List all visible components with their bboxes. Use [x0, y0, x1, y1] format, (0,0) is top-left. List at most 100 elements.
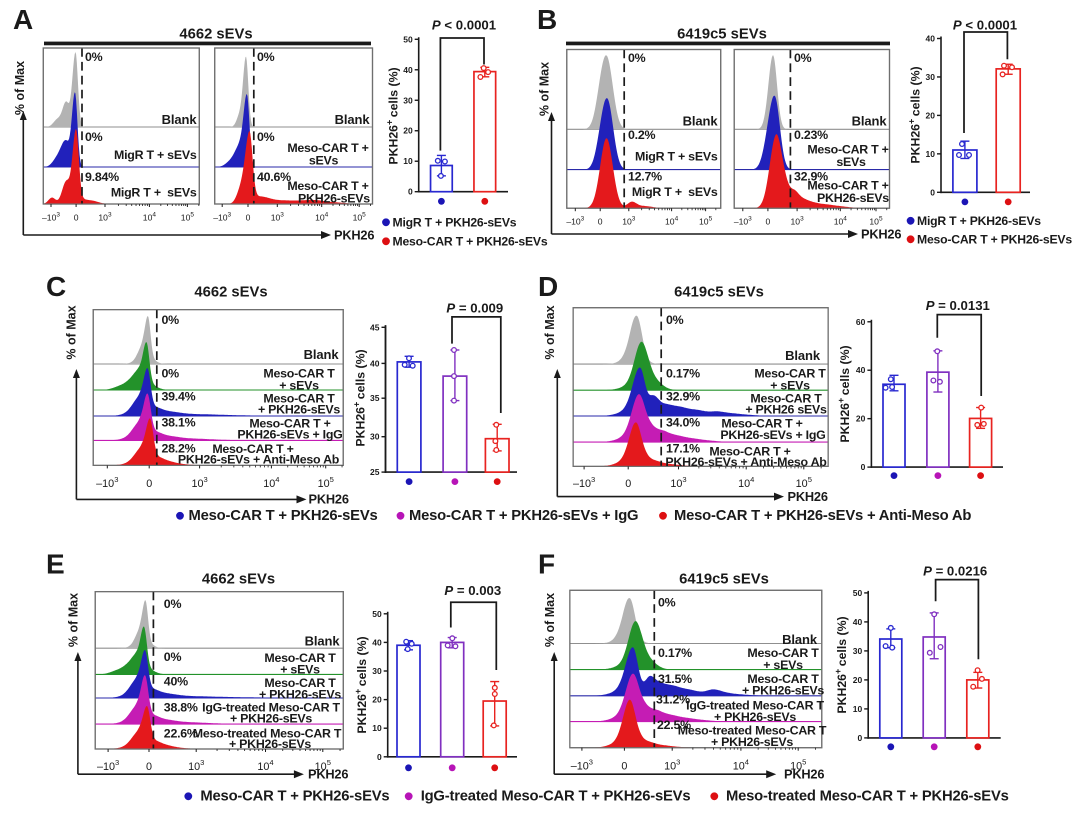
svg-text:30: 30 — [403, 95, 413, 105]
svg-text:PKH26: PKH26 — [334, 228, 374, 243]
svg-text:22.6%: 22.6% — [164, 727, 198, 741]
svg-text:22.5%: 22.5% — [657, 718, 691, 732]
svg-text:MigR T + PKH26-sEVs: MigR T + PKH26-sEVs — [393, 216, 517, 230]
svg-text:105: 105 — [699, 216, 713, 227]
svg-text:Meso-CAR T +: Meso-CAR T + — [807, 179, 888, 193]
svg-text:Blank: Blank — [162, 112, 198, 127]
svg-text:MigR T + sEVs: MigR T + sEVs — [114, 148, 197, 162]
svg-text:103: 103 — [98, 212, 112, 223]
svg-text:Meso-CAR T: Meso-CAR T — [263, 367, 335, 381]
svg-text:31.5%: 31.5% — [658, 672, 692, 686]
svg-text:0%: 0% — [162, 367, 180, 381]
svg-text:0: 0 — [74, 213, 79, 223]
svg-text:Blank: Blank — [305, 634, 341, 649]
svg-text:Blank: Blank — [683, 114, 719, 129]
svg-text:0%: 0% — [658, 596, 676, 610]
svg-text:Meso-CAR T +: Meso-CAR T + — [721, 417, 802, 431]
svg-text:4662 sEVs: 4662 sEVs — [194, 285, 267, 301]
svg-text:F: F — [538, 549, 555, 580]
svg-text:Meso-CAR T +: Meso-CAR T + — [287, 179, 368, 193]
svg-text:% of Max: % of Max — [543, 593, 557, 647]
svg-text:40: 40 — [372, 637, 382, 647]
svg-text:MigR T + sEVs: MigR T + sEVs — [635, 150, 718, 164]
svg-text:sEVs: sEVs — [836, 155, 866, 169]
svg-text:Meso-CAR T + PKH26-sEVs: Meso-CAR T + PKH26-sEVs — [189, 508, 378, 524]
svg-text:0: 0 — [146, 478, 152, 490]
svg-text:P < 0.0001: P < 0.0001 — [432, 18, 496, 33]
svg-text:40: 40 — [856, 365, 866, 375]
svg-text:38.1%: 38.1% — [162, 416, 196, 430]
svg-text:PKH26-sEVs + IgG: PKH26-sEVs + IgG — [720, 428, 825, 442]
svg-text:104: 104 — [315, 212, 329, 223]
svg-text:0: 0 — [598, 217, 603, 227]
svg-text:0%: 0% — [85, 130, 103, 144]
svg-text:Meso-CAR T + PKH26-sEVs + Anti: Meso-CAR T + PKH26-sEVs + Anti-Meso Ab — [674, 508, 971, 524]
svg-text:28.2%: 28.2% — [162, 442, 196, 456]
svg-text:PKH26+ cells (%): PKH26+ cells (%) — [352, 349, 368, 446]
svg-text:0.17%: 0.17% — [666, 367, 700, 381]
svg-text:PKH26+ cells (%): PKH26+ cells (%) — [385, 67, 401, 164]
svg-text:PKH26: PKH26 — [309, 492, 349, 507]
svg-text:20: 20 — [372, 695, 382, 705]
svg-text:Meso-CAR T: Meso-CAR T — [750, 392, 822, 406]
svg-text:10: 10 — [926, 149, 936, 159]
svg-text:E: E — [46, 549, 65, 580]
svg-text:PKH26+ cells (%): PKH26+ cells (%) — [907, 66, 923, 163]
svg-text:+ sEVs: + sEVs — [279, 378, 319, 392]
svg-text:–103: –103 — [42, 212, 60, 223]
svg-text:Meso-CAR T +: Meso-CAR T + — [249, 417, 330, 431]
svg-text:40: 40 — [926, 34, 936, 44]
svg-text:Meso-treated Meso-CAR T: Meso-treated Meso-CAR T — [678, 724, 827, 738]
svg-text:PKH26+ cells (%): PKH26+ cells (%) — [833, 616, 849, 713]
svg-text:D: D — [538, 271, 558, 302]
svg-text:32.9%: 32.9% — [794, 170, 828, 184]
svg-text:30: 30 — [370, 432, 380, 442]
svg-text:–103: –103 — [571, 758, 593, 773]
svg-text:IgG-treated Meso-CAR T + PKH26: IgG-treated Meso-CAR T + PKH26-sEVs — [421, 789, 691, 805]
svg-text:Blank: Blank — [852, 114, 888, 129]
svg-text:20: 20 — [853, 675, 863, 685]
svg-text:0%: 0% — [628, 51, 646, 65]
svg-text:+ PKH26-sEVs: + PKH26-sEVs — [230, 712, 312, 726]
svg-text:Meso-CAR T + PKH26-sEVs: Meso-CAR T + PKH26-sEVs — [917, 233, 1072, 247]
svg-text:Meso-CAR T: Meso-CAR T — [754, 367, 826, 381]
svg-text:6419c5 sEVs: 6419c5 sEVs — [677, 27, 767, 43]
svg-text:P < 0.0001: P < 0.0001 — [953, 18, 1017, 33]
svg-text:103: 103 — [622, 216, 636, 227]
svg-text:% of Max: % of Max — [538, 62, 552, 116]
svg-text:% of Max: % of Max — [65, 305, 79, 359]
svg-text:Blank: Blank — [335, 112, 371, 127]
svg-text:PKH26-sEVs + Anti-Meso Ab: PKH26-sEVs + Anti-Meso Ab — [665, 455, 827, 469]
svg-text:20: 20 — [856, 414, 866, 424]
svg-text:40.6%: 40.6% — [257, 170, 291, 184]
svg-text:25: 25 — [370, 467, 380, 477]
svg-text:17.1%: 17.1% — [666, 442, 700, 456]
svg-text:103: 103 — [791, 216, 805, 227]
svg-text:Meso-CAR T: Meso-CAR T — [263, 392, 335, 406]
svg-text:+ PKH26-sEVs: + PKH26-sEVs — [742, 684, 824, 698]
svg-text:105: 105 — [353, 212, 367, 223]
svg-text:0%: 0% — [162, 313, 180, 327]
svg-text:PKH26-sEVs + IgG: PKH26-sEVs + IgG — [237, 428, 342, 442]
svg-text:0: 0 — [408, 187, 413, 197]
svg-text:35: 35 — [370, 393, 380, 403]
svg-text:B: B — [537, 4, 557, 35]
svg-text:6419c5 sEVs: 6419c5 sEVs — [674, 285, 764, 301]
svg-text:+ sEVs: + sEVs — [763, 658, 803, 672]
svg-text:20: 20 — [403, 126, 413, 136]
svg-text:–103: –103 — [213, 212, 231, 223]
svg-text:PKH26: PKH26 — [861, 227, 901, 242]
svg-text:0%: 0% — [257, 130, 275, 144]
svg-text:31.2%: 31.2% — [656, 693, 690, 707]
svg-text:+ PKH26-sEVs: + PKH26-sEVs — [711, 735, 793, 749]
svg-text:Meso-CAR T +: Meso-CAR T + — [807, 143, 888, 157]
svg-text:30: 30 — [372, 666, 382, 676]
svg-text:% of Max: % of Max — [543, 305, 557, 359]
svg-text:0%: 0% — [794, 51, 812, 65]
svg-text:sEVs: sEVs — [309, 154, 339, 168]
svg-text:+ PKH26-sEVs: + PKH26-sEVs — [714, 710, 796, 724]
svg-text:–103: –103 — [566, 216, 584, 227]
svg-text:40%: 40% — [164, 675, 188, 689]
svg-text:9.84%: 9.84% — [85, 170, 119, 184]
svg-text:0.2%: 0.2% — [628, 128, 655, 142]
